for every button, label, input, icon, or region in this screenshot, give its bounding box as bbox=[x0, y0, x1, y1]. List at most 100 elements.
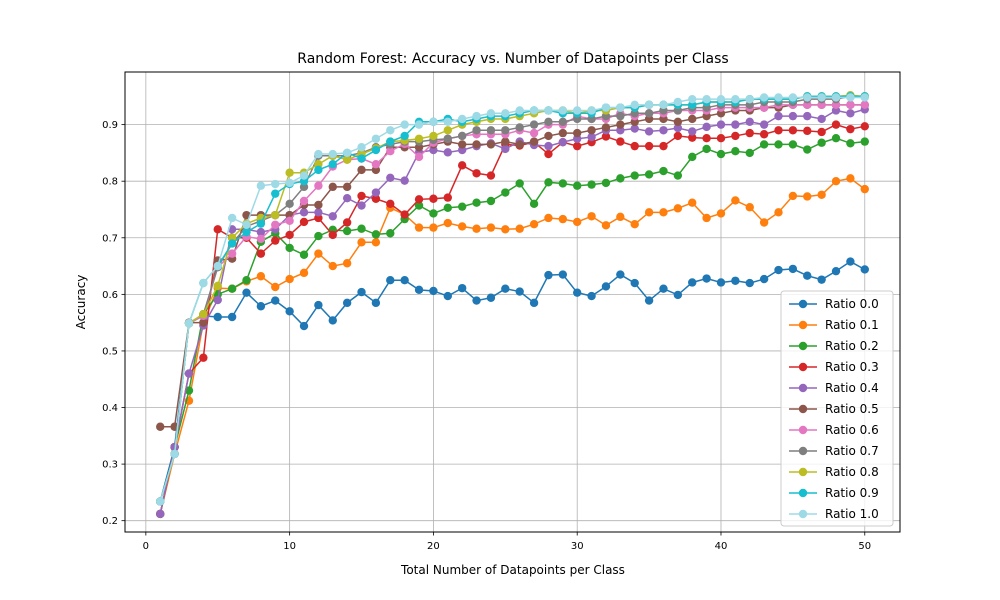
data-point bbox=[745, 117, 754, 126]
data-point bbox=[242, 227, 251, 237]
data-point bbox=[443, 117, 452, 126]
data-point bbox=[831, 93, 841, 102]
data-point bbox=[544, 213, 553, 223]
data-point bbox=[601, 178, 611, 188]
data-point bbox=[803, 192, 812, 201]
data-point bbox=[156, 509, 165, 519]
legend-marker bbox=[798, 425, 808, 435]
data-point bbox=[702, 274, 711, 283]
data-point bbox=[774, 265, 783, 275]
data-point bbox=[644, 141, 654, 151]
data-point bbox=[443, 291, 452, 301]
data-point bbox=[227, 213, 237, 223]
data-point bbox=[414, 285, 424, 295]
data-point bbox=[199, 278, 208, 288]
data-point bbox=[745, 128, 754, 138]
data-point bbox=[242, 220, 251, 229]
data-point bbox=[429, 131, 438, 141]
data-point bbox=[846, 124, 855, 134]
data-point bbox=[860, 93, 869, 102]
data-point bbox=[688, 198, 697, 207]
data-point bbox=[759, 218, 769, 227]
data-point bbox=[285, 243, 294, 253]
data-point bbox=[314, 200, 323, 210]
chart-title: Random Forest: Accuracy vs. Number of Da… bbox=[297, 51, 728, 67]
data-point bbox=[328, 212, 337, 221]
data-point bbox=[659, 284, 668, 293]
data-point bbox=[271, 282, 280, 292]
data-point bbox=[630, 171, 639, 180]
data-point bbox=[386, 126, 395, 135]
data-point bbox=[529, 298, 539, 308]
data-point bbox=[299, 196, 309, 206]
legend-marker bbox=[798, 509, 808, 519]
x-tick-label: 30 bbox=[571, 541, 584, 552]
axes-frame bbox=[124, 71, 901, 533]
data-point bbox=[673, 97, 683, 107]
data-point bbox=[227, 284, 237, 293]
data-point bbox=[486, 223, 496, 232]
legend-marker bbox=[798, 383, 808, 393]
data-point bbox=[573, 181, 582, 190]
data-point bbox=[644, 109, 654, 118]
data-point bbox=[371, 188, 381, 197]
data-point bbox=[184, 369, 194, 378]
legend-label: Ratio 0.2 bbox=[825, 339, 879, 353]
data-point bbox=[745, 148, 754, 158]
data-point bbox=[515, 106, 524, 115]
data-point bbox=[429, 286, 438, 296]
data-point bbox=[371, 238, 381, 247]
legend-frame bbox=[780, 290, 894, 527]
y-tick-label: 0.6 bbox=[102, 290, 118, 301]
data-point bbox=[357, 201, 366, 210]
data-point bbox=[515, 179, 524, 188]
y-axis-label: Accuracy bbox=[74, 275, 88, 330]
legend-label: Ratio 0.9 bbox=[825, 486, 879, 500]
legend-label: Ratio 0.3 bbox=[825, 360, 879, 374]
data-point bbox=[587, 212, 596, 221]
data-point bbox=[544, 149, 553, 159]
data-point bbox=[759, 120, 769, 129]
data-point bbox=[817, 275, 826, 284]
data-point bbox=[227, 249, 237, 258]
data-point bbox=[529, 220, 539, 229]
data-point bbox=[688, 94, 697, 104]
data-point bbox=[587, 106, 596, 115]
data-point bbox=[271, 220, 280, 229]
data-point bbox=[285, 230, 294, 240]
legend-label: Ratio 0.8 bbox=[825, 465, 879, 479]
data-point bbox=[573, 106, 582, 115]
legend-label: Ratio 0.0 bbox=[825, 297, 879, 311]
data-point bbox=[400, 120, 409, 129]
data-point bbox=[501, 284, 510, 293]
data-point bbox=[457, 161, 467, 170]
data-point bbox=[457, 131, 467, 141]
data-point bbox=[271, 236, 280, 245]
x-tick-label: 40 bbox=[715, 541, 728, 552]
data-point bbox=[745, 94, 754, 104]
data-point bbox=[357, 165, 366, 175]
data-point bbox=[817, 190, 826, 199]
series-ratio-1-0 bbox=[156, 93, 869, 506]
data-point bbox=[213, 225, 222, 234]
data-point bbox=[386, 137, 395, 146]
data-point bbox=[630, 141, 639, 151]
data-point bbox=[817, 93, 826, 102]
data-point bbox=[342, 298, 352, 308]
legend-marker bbox=[798, 488, 808, 498]
legend: Ratio 0.0 Ratio 0.1 Ratio 0.2 Ratio 0.3 Rati… bbox=[780, 290, 894, 527]
data-point bbox=[342, 148, 352, 158]
data-point bbox=[860, 100, 869, 110]
data-point bbox=[774, 140, 783, 149]
data-point bbox=[414, 223, 424, 232]
data-point bbox=[400, 210, 409, 219]
data-point bbox=[256, 234, 266, 244]
data-point bbox=[803, 126, 812, 136]
data-point bbox=[803, 271, 812, 280]
data-point bbox=[314, 181, 323, 190]
data-point bbox=[443, 203, 452, 212]
data-point bbox=[457, 140, 467, 149]
x-tick-label: 10 bbox=[283, 541, 296, 552]
data-point bbox=[745, 203, 754, 212]
data-point bbox=[299, 268, 309, 278]
